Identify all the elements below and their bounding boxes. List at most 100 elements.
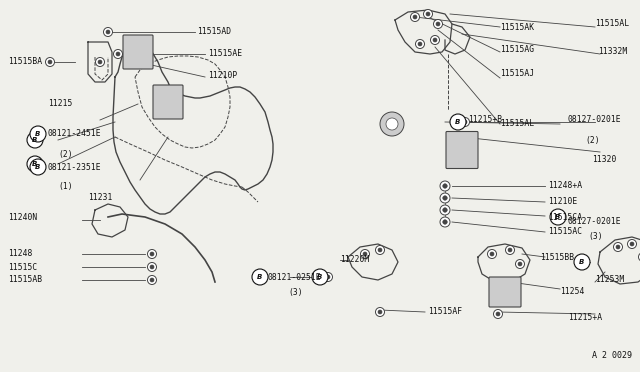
Circle shape — [410, 13, 419, 22]
Text: 11515AC: 11515AC — [548, 228, 582, 237]
Text: 11254: 11254 — [560, 288, 584, 296]
Circle shape — [147, 263, 157, 272]
Text: 11515AD: 11515AD — [197, 28, 231, 36]
Text: 11515C: 11515C — [8, 263, 37, 272]
Text: 08121-0251E: 08121-0251E — [268, 273, 322, 282]
Circle shape — [463, 120, 467, 124]
Circle shape — [443, 196, 447, 200]
Circle shape — [312, 269, 328, 285]
Circle shape — [415, 39, 424, 48]
Text: 11210P: 11210P — [208, 71, 237, 80]
Text: B: B — [455, 119, 461, 125]
Circle shape — [27, 156, 43, 172]
Circle shape — [493, 310, 502, 318]
Circle shape — [440, 217, 450, 227]
Text: 08127-0201E: 08127-0201E — [568, 115, 621, 125]
Circle shape — [496, 312, 500, 316]
Circle shape — [443, 184, 447, 188]
Text: 11332M: 11332M — [598, 48, 627, 57]
Circle shape — [443, 208, 447, 212]
Text: 08127-0201E: 08127-0201E — [568, 218, 621, 227]
Circle shape — [488, 250, 497, 259]
Circle shape — [45, 58, 54, 67]
Text: B: B — [32, 161, 38, 167]
Circle shape — [360, 250, 369, 259]
Text: 11253M: 11253M — [595, 276, 624, 285]
Circle shape — [150, 265, 154, 269]
Text: 11515AL: 11515AL — [595, 19, 629, 29]
Circle shape — [113, 49, 122, 58]
Text: 11515BA: 11515BA — [8, 58, 42, 67]
Text: 11515AE: 11515AE — [208, 49, 242, 58]
Circle shape — [30, 159, 46, 175]
Circle shape — [433, 38, 437, 42]
Circle shape — [433, 19, 442, 29]
Text: 11231: 11231 — [88, 192, 113, 202]
Circle shape — [376, 246, 385, 254]
Text: 11515CA: 11515CA — [548, 212, 582, 221]
Circle shape — [30, 126, 46, 142]
Circle shape — [386, 118, 398, 130]
Circle shape — [376, 308, 385, 317]
Circle shape — [440, 193, 450, 203]
Text: 08121-2351E: 08121-2351E — [48, 163, 102, 171]
Circle shape — [27, 132, 43, 148]
Circle shape — [443, 220, 447, 224]
Text: 11215+A: 11215+A — [568, 312, 602, 321]
Text: 11220M: 11220M — [340, 256, 369, 264]
Circle shape — [424, 10, 433, 19]
Circle shape — [147, 250, 157, 259]
Text: 11215+B: 11215+B — [468, 115, 502, 125]
Circle shape — [450, 114, 466, 130]
Circle shape — [426, 12, 430, 16]
Circle shape — [550, 209, 566, 225]
Circle shape — [48, 60, 52, 64]
Circle shape — [380, 112, 404, 136]
Text: 11248+A: 11248+A — [548, 182, 582, 190]
Text: 11515AG: 11515AG — [500, 45, 534, 55]
Circle shape — [574, 254, 590, 270]
Circle shape — [461, 118, 470, 126]
Circle shape — [106, 30, 110, 34]
Text: B: B — [257, 274, 262, 280]
Circle shape — [116, 52, 120, 56]
Text: 08121-2451E: 08121-2451E — [48, 129, 102, 138]
Circle shape — [436, 22, 440, 26]
Circle shape — [440, 205, 450, 215]
Circle shape — [413, 15, 417, 19]
Text: (3): (3) — [288, 288, 303, 296]
Circle shape — [418, 42, 422, 46]
Text: A 2 0029: A 2 0029 — [592, 351, 632, 360]
Circle shape — [150, 278, 154, 282]
Circle shape — [147, 276, 157, 285]
Circle shape — [490, 252, 494, 256]
Text: 11515AJ: 11515AJ — [500, 70, 534, 78]
Circle shape — [378, 248, 382, 252]
Text: B: B — [35, 131, 41, 137]
Text: a: a — [393, 122, 397, 126]
Circle shape — [252, 269, 268, 285]
Text: 11215: 11215 — [48, 99, 72, 109]
FancyBboxPatch shape — [123, 35, 153, 69]
FancyBboxPatch shape — [489, 277, 521, 307]
Text: B: B — [317, 274, 323, 280]
Circle shape — [95, 58, 104, 67]
Circle shape — [323, 273, 333, 282]
Circle shape — [639, 253, 640, 262]
FancyBboxPatch shape — [446, 131, 478, 169]
Text: 11515AB: 11515AB — [8, 276, 42, 285]
FancyBboxPatch shape — [153, 85, 183, 119]
Text: 11515AK: 11515AK — [500, 22, 534, 32]
Circle shape — [508, 248, 512, 252]
Circle shape — [98, 60, 102, 64]
Text: (1): (1) — [58, 183, 72, 192]
Text: B: B — [556, 214, 561, 220]
Text: 11515AL: 11515AL — [500, 119, 534, 128]
Circle shape — [614, 243, 623, 251]
Text: B: B — [32, 137, 38, 143]
Text: 11515BB: 11515BB — [540, 253, 574, 262]
Text: 11320: 11320 — [592, 155, 616, 164]
Circle shape — [363, 252, 367, 256]
Circle shape — [630, 242, 634, 246]
Circle shape — [378, 310, 382, 314]
